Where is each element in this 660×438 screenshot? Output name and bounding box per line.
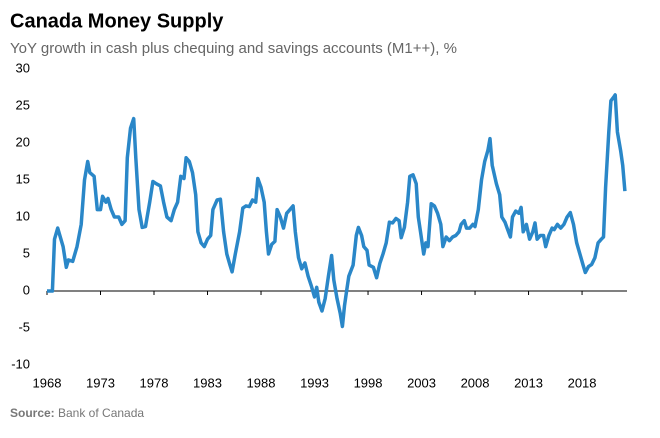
series-line: [47, 93, 627, 329]
x-tick-label: 1973: [86, 375, 115, 390]
x-tick-label: 1988: [247, 375, 276, 390]
y-tick-label: 5: [23, 245, 30, 260]
x-tick-label: 1978: [140, 375, 169, 390]
y-tick-label: 15: [16, 171, 30, 186]
x-tick-label: 1993: [300, 375, 329, 390]
y-tick-label: -5: [18, 319, 30, 334]
chart-title: Canada Money Supply: [10, 10, 224, 32]
source: Bank of Canada: [58, 406, 144, 420]
y-tick-label: 20: [16, 134, 30, 149]
x-tick-label: 1968: [33, 375, 62, 390]
x-tick-label: 2018: [568, 375, 597, 390]
y-tick-label: -10: [11, 356, 30, 371]
y-tick-label: 30: [16, 60, 30, 75]
x-tick-label: 2013: [514, 375, 543, 390]
chart-subtitle: YoY growth in cash plus chequing and sav…: [10, 40, 457, 57]
x-tick-label: 2003: [407, 375, 436, 390]
y-tick-label: 10: [16, 208, 30, 223]
y-tick-label: 25: [16, 97, 30, 112]
x-tick-label: 2008: [461, 375, 490, 390]
x-tick-label: 1983: [193, 375, 222, 390]
source-label: Source:: [10, 406, 55, 420]
y-tick-label: 0: [23, 282, 30, 297]
x-tick-label: 1998: [354, 375, 383, 390]
